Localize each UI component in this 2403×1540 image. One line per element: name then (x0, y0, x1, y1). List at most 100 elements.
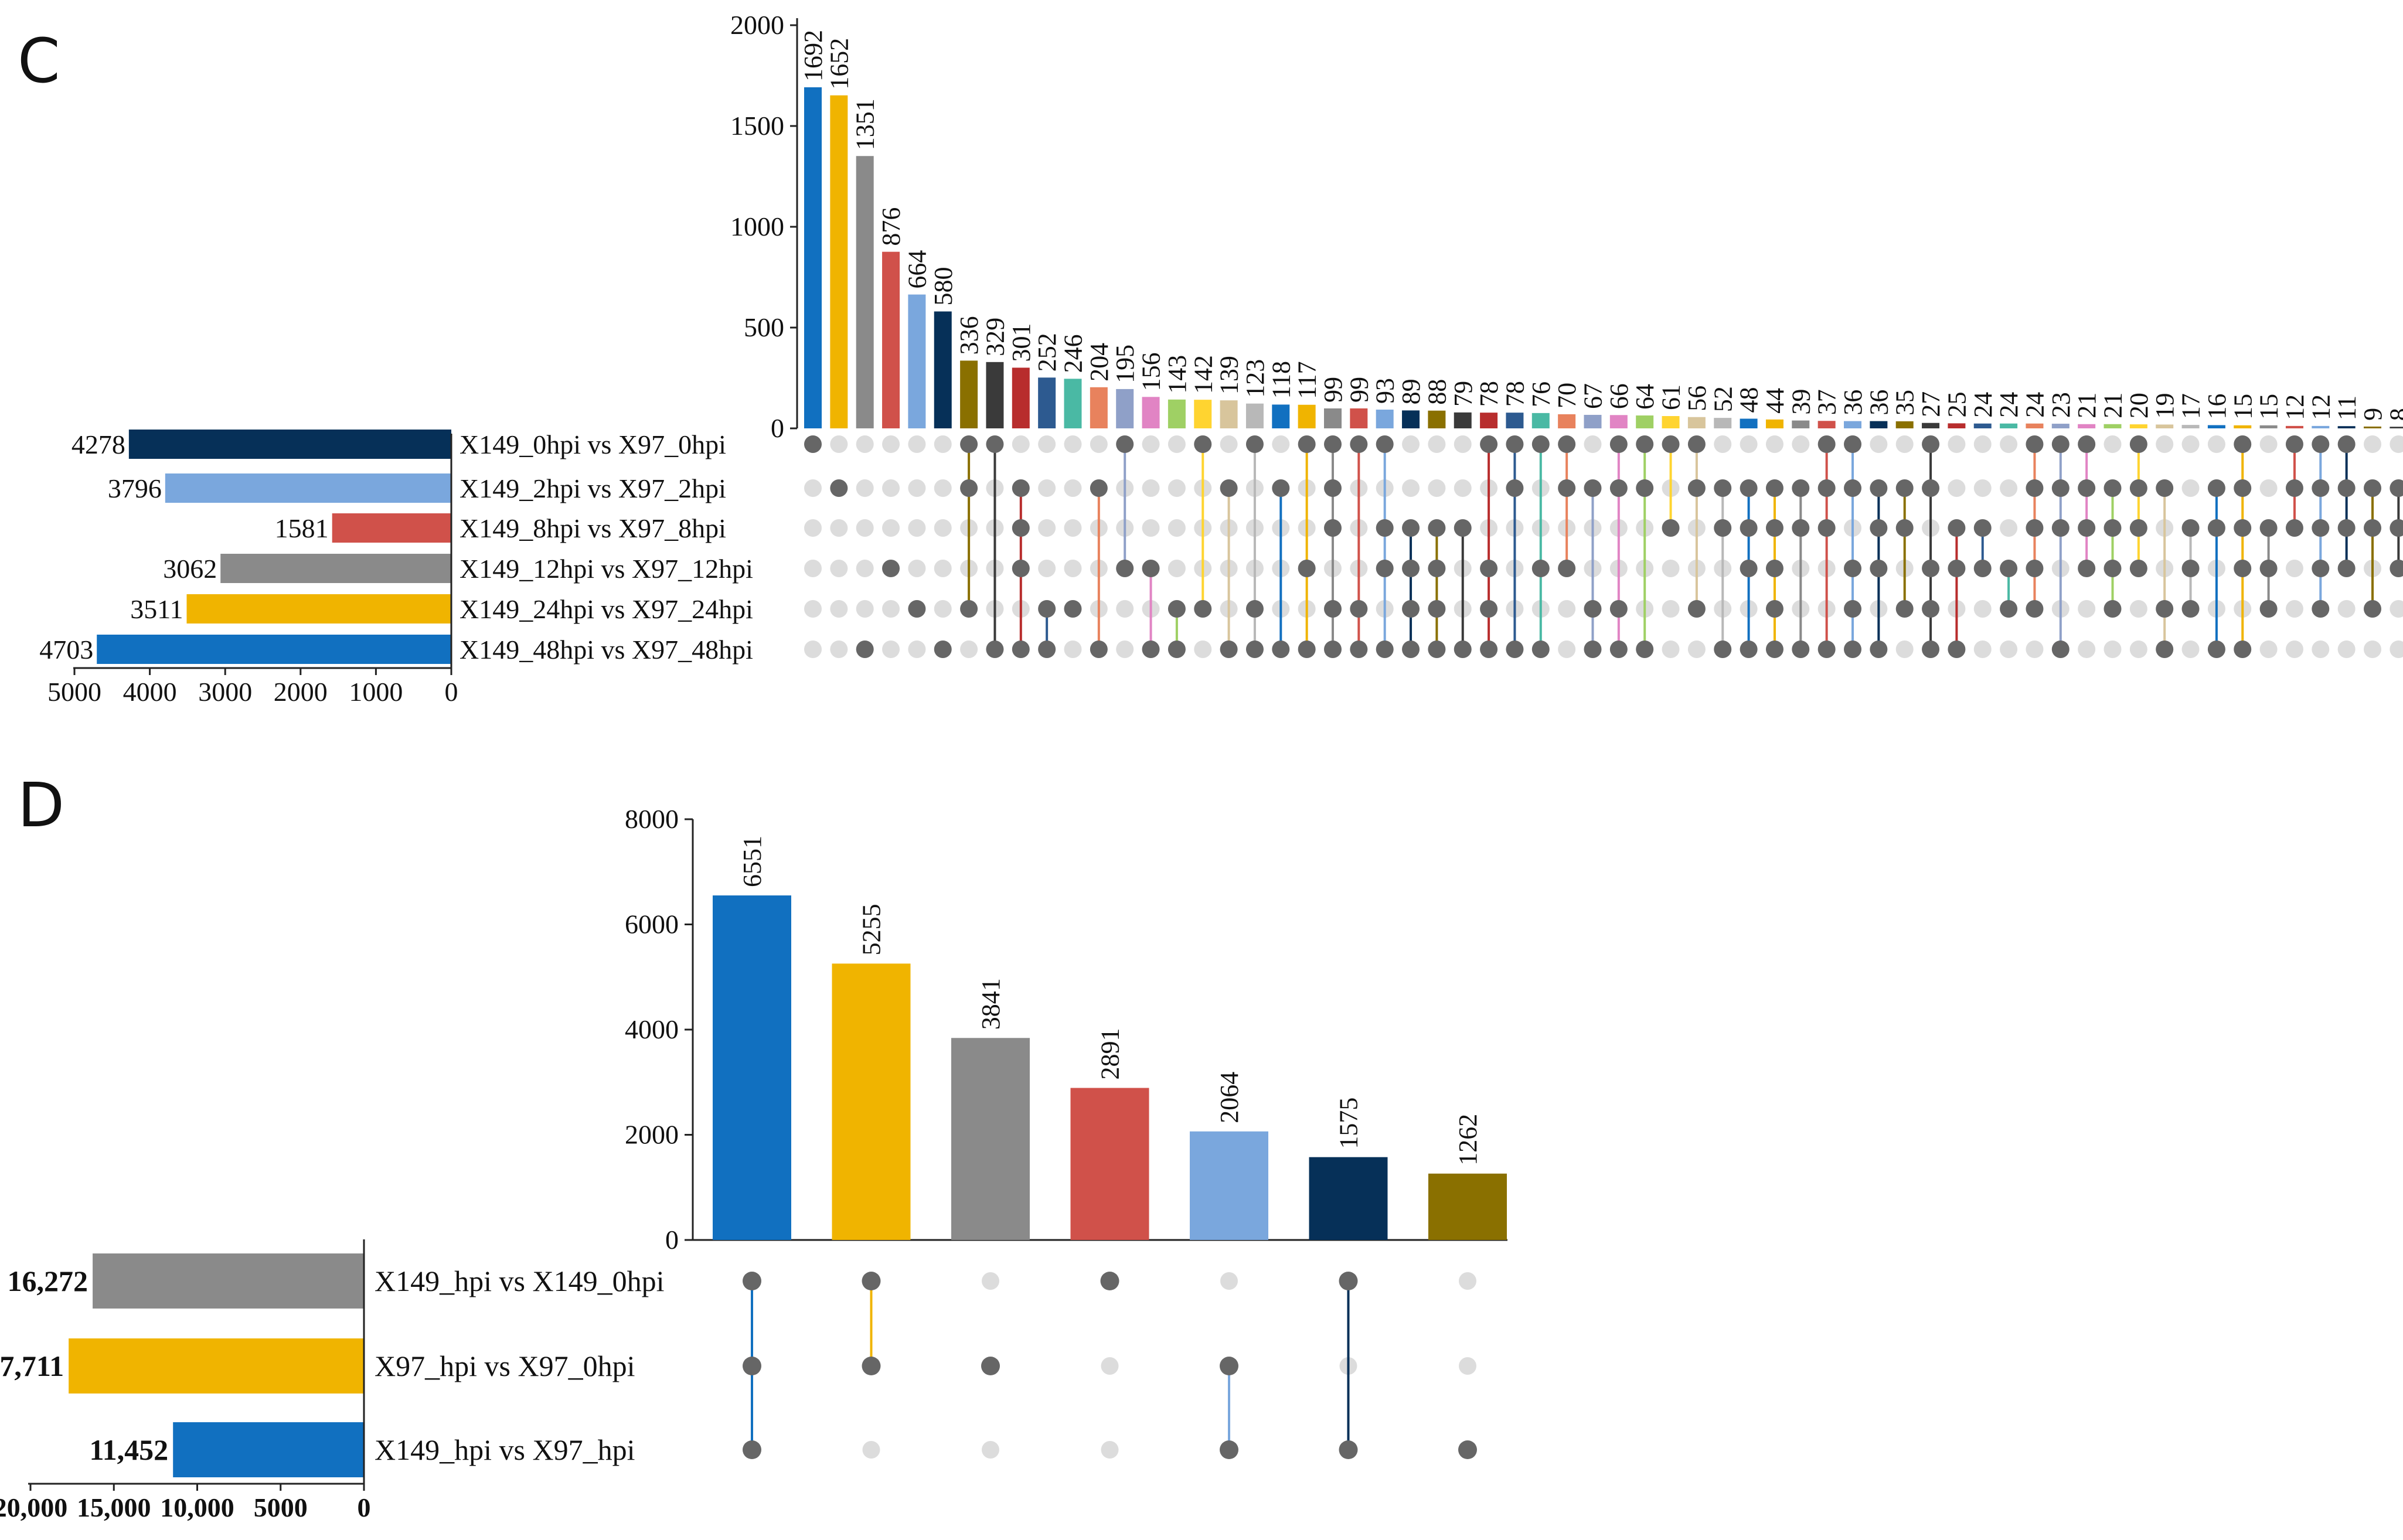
c-matrix-dot-on (1142, 640, 1160, 658)
c-matrix-dot-off (960, 640, 978, 658)
c-matrix-dot-on (1428, 560, 1446, 577)
c-matrix-dot-on (1792, 479, 1810, 497)
c-set-size-bar (332, 513, 451, 543)
c-matrix-dot-on (1922, 435, 1940, 453)
c-matrix-dot-on (2207, 479, 2225, 497)
c-set-name: X149_24hpi vs X97_24hpi (460, 594, 753, 624)
c-intersection-bar (1765, 419, 1783, 428)
c-matrix-dot-off (1454, 435, 1472, 453)
c-matrix-dot-on (1792, 640, 1810, 658)
d-matrix-dot-on (1339, 1440, 1358, 1459)
c-matrix-dot-on (1765, 600, 1783, 618)
c-matrix-dot-off (830, 519, 848, 537)
c-bar-value-label: 21 (2099, 393, 2128, 418)
c-matrix-dot-on (1792, 519, 1810, 537)
c-matrix-dot-on (2129, 560, 2147, 577)
c-intersection-bar (2259, 425, 2278, 428)
c-intersection-bar (2104, 424, 2122, 428)
c-set-name: X149_12hpi vs X97_12hpi (460, 554, 753, 584)
c-intersection-bar (1012, 367, 1030, 428)
c-set-size-label: 4278 (72, 430, 125, 459)
c-bar-value-label: 61 (1657, 384, 1686, 410)
c-matrix-dot-on (1194, 600, 1212, 618)
c-matrix-dot-on (1687, 435, 1706, 453)
c-matrix-dot-off (1116, 640, 1134, 658)
c-matrix-dot-off (1687, 640, 1706, 658)
panel-letter-d: D (18, 769, 64, 841)
d-matrix-dot-on (1220, 1440, 1238, 1459)
c-bar-value-label: 70 (1553, 383, 1581, 408)
c-matrix-dot-on (1817, 479, 1836, 497)
c-matrix-dot-on (2207, 519, 2225, 537)
c-intersection-bar (960, 360, 978, 428)
c-bar-value-label: 664 (903, 250, 931, 289)
c-matrix-dot-on (2390, 479, 2403, 497)
c-matrix-dot-off (882, 435, 900, 453)
c-intersection-bar (1220, 400, 1238, 428)
c-matrix-dot-off (1168, 479, 1186, 497)
c-matrix-dot-off (830, 600, 848, 618)
c-matrix-dot-on (1609, 435, 1628, 453)
c-matrix-dot-on (1584, 640, 1602, 658)
c-matrix-dot-on (2181, 519, 2200, 537)
c-matrix-dot-on (1558, 560, 1576, 577)
c-matrix-dot-on (1454, 640, 1472, 658)
d-intersection-bar (713, 895, 791, 1240)
c-matrix-dot-on (2234, 435, 2252, 453)
d-bar-value-label: 3841 (976, 978, 1005, 1030)
c-matrix-dot-off (830, 435, 848, 453)
c-matrix-dot-on (856, 640, 874, 658)
c-intersection-bar (1272, 404, 1290, 428)
c-matrix-dot-on (1844, 479, 1861, 497)
c-matrix-dot-on (1740, 519, 1758, 537)
c-bar-value-label: 24 (2020, 392, 2049, 418)
c-matrix-dot-off (1038, 519, 1056, 537)
c-matrix-dot-on (1350, 435, 1368, 453)
c-matrix-dot-off (1870, 435, 1888, 453)
d-intersection-bar (1070, 1088, 1149, 1240)
c-matrix-dot-on (1714, 640, 1732, 658)
c-matrix-dot-on (2104, 600, 2122, 618)
c-set-size-label: 3511 (130, 594, 183, 624)
c-matrix-dot-on (2078, 560, 2096, 577)
c-intersection-bar (2390, 427, 2403, 428)
c-matrix-dot-on (960, 479, 978, 497)
c-set-size-label: 4703 (39, 635, 93, 665)
c-bar-value-label: 1351 (851, 98, 880, 150)
c-matrix-dot-on (2129, 435, 2147, 453)
d-set-size-bar (69, 1338, 365, 1394)
c-matrix-dot-on (1636, 640, 1654, 658)
c-matrix-dot-off (2000, 519, 2018, 537)
c-matrix-dot-on (1116, 435, 1134, 453)
c-matrix-dot-on (1662, 435, 1680, 453)
c-matrix-dot-on (986, 640, 1004, 658)
panel-c-chart: 0500100015002000169216521351876664580336… (39, 10, 2403, 707)
c-matrix-dot-off (882, 640, 900, 658)
c-matrix-dot-off (1948, 435, 1966, 453)
c-matrix-dot-on (2364, 479, 2381, 497)
c-set-size-label: 3796 (108, 473, 162, 503)
c-matrix-dot-on (1245, 640, 1264, 658)
c-intersection-bar (1090, 387, 1108, 428)
c-bar-value-label: 24 (1969, 392, 1997, 418)
d-set-name: X149_hpi vs X97_hpi (375, 1433, 635, 1466)
c-matrix-dot-off (1012, 435, 1030, 453)
c-bar-value-label: 76 (1527, 381, 1556, 407)
d-set-size-bar (93, 1253, 365, 1309)
c-matrix-dot-on (1870, 479, 1888, 497)
c-bar-value-label: 35 (1891, 390, 1919, 415)
c-matrix-dot-off (1973, 479, 1992, 497)
c-intersection-bar (1531, 413, 1550, 428)
c-matrix-dot-on (1844, 560, 1861, 577)
c-matrix-dot-on (1870, 640, 1888, 658)
c-matrix-dot-off (2181, 479, 2200, 497)
c-bar-value-label: 88 (1422, 379, 1451, 405)
c-matrix-dot-off (830, 640, 848, 658)
c-bar-value-label: 89 (1397, 379, 1425, 404)
d-intersection-bar (832, 963, 911, 1240)
c-intersection-bar (934, 311, 952, 428)
c-matrix-dot-off (1142, 435, 1160, 453)
c-matrix-dot-off (1895, 640, 1914, 658)
c-matrix-dot-off (2285, 640, 2303, 658)
c-bar-value-label: 20 (2125, 393, 2153, 418)
